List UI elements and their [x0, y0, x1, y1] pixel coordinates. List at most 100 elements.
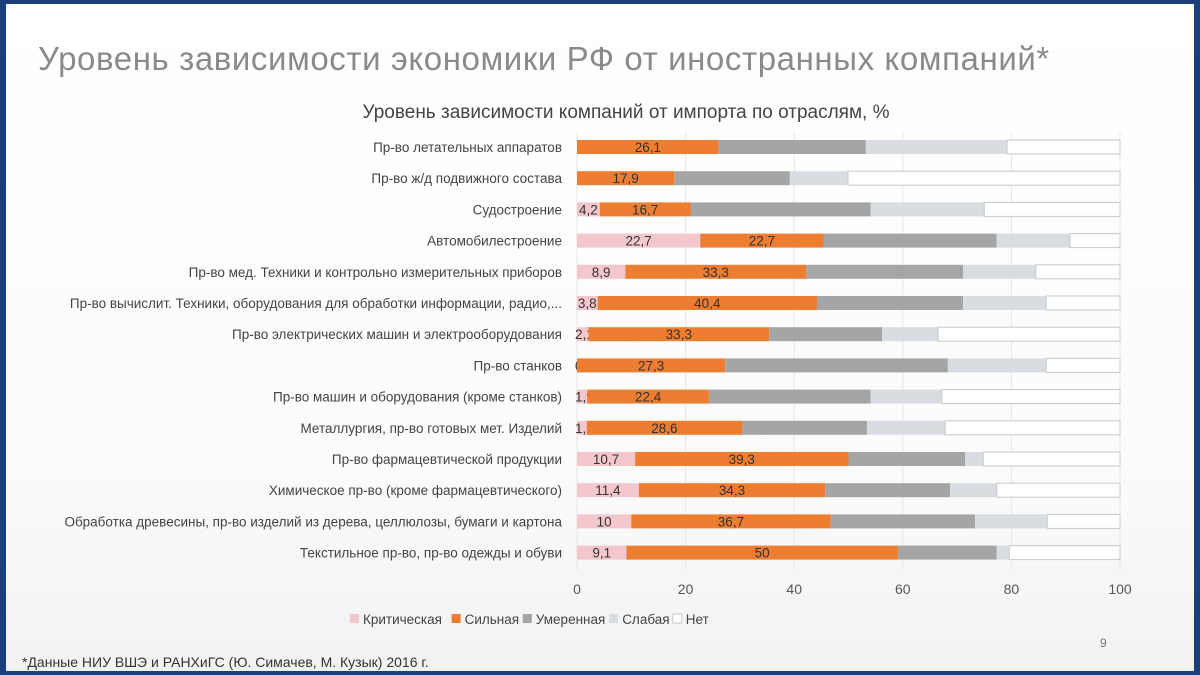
- bar-segment: [577, 264, 626, 279]
- bar-segment: [944, 420, 1121, 436]
- x-tick-label: 0: [573, 581, 581, 597]
- data-label: 4,2: [579, 202, 598, 217]
- bar-segment: [882, 327, 939, 342]
- footnote: *Данные НИУ ВШЭ и РАНХиГС (Ю. Симачев, М…: [22, 654, 429, 670]
- category-label: Химическое пр-во (кроме фармацевтическог…: [269, 483, 562, 498]
- bar-segment: [597, 296, 818, 310]
- category-label: Судостроение: [473, 202, 562, 217]
- bar-segment: [937, 326, 1121, 342]
- page-number: 9: [1100, 636, 1107, 650]
- legend-label: Нет: [686, 612, 709, 627]
- bar-segment: [725, 358, 948, 373]
- bar-segment: [996, 233, 1071, 248]
- data-label: 36,7: [718, 514, 744, 529]
- bar-segment: [963, 296, 1047, 310]
- legend-swatch: [451, 614, 461, 623]
- bar-segment: [700, 233, 824, 248]
- bar-segment: [789, 171, 848, 186]
- bar-segment: [996, 545, 1010, 560]
- data-label: 33,3: [666, 327, 692, 342]
- category-label: Пр-во летательных аппаратов: [373, 140, 562, 155]
- category-label: Пр-во станков: [474, 358, 562, 373]
- bar-segment: [975, 514, 1048, 529]
- legend-label: Слабая: [622, 612, 669, 627]
- data-label: 10,7: [593, 452, 619, 467]
- bar-segment: [865, 140, 1008, 154]
- category-label: Металлургия, пр-во готовых мет. Изделий: [300, 421, 562, 436]
- data-label: 10: [597, 514, 612, 529]
- bar-segment: [577, 358, 726, 373]
- category-label: Пр-во ж/д подвижного состава: [371, 171, 562, 186]
- bar-segment: [870, 202, 985, 217]
- x-tick-label: 20: [678, 581, 694, 597]
- data-label: 9,1: [592, 546, 611, 561]
- bar-segment: [870, 389, 942, 404]
- bar-segment: [577, 545, 627, 560]
- bar-segment: [577, 483, 639, 498]
- bar-segment: [825, 483, 951, 498]
- bar-segment: [708, 389, 871, 404]
- legend-label: Сильная: [465, 612, 519, 627]
- x-tick-label: 100: [1108, 581, 1132, 597]
- bar-segment: [830, 514, 976, 529]
- bar-segment: [626, 545, 898, 560]
- category-label: Пр-во фармацевтической продукции: [332, 452, 562, 467]
- bar-segment: [1045, 295, 1121, 311]
- data-label: 28,6: [651, 421, 677, 436]
- data-label: 11,4: [595, 483, 621, 498]
- bar-segment: [866, 420, 946, 435]
- slide-title: Уровень зависимости экономики РФ от инос…: [38, 40, 1050, 77]
- x-tick-label: 80: [1004, 581, 1020, 597]
- chart-title: Уровень зависимости компаний от импорта …: [362, 102, 890, 123]
- bar-segment: [577, 389, 588, 404]
- bar-segment: [577, 171, 675, 186]
- bar-segment: [817, 296, 964, 310]
- bar-segment: [1006, 139, 1121, 155]
- data-label: 3,8: [578, 296, 597, 311]
- bar-segment: [963, 264, 1036, 279]
- category-label: Пр-во мед. Техники и контрольно измерите…: [189, 265, 562, 280]
- bar-segment: [996, 482, 1121, 498]
- data-label: 16,7: [632, 202, 658, 217]
- bar-segment: [742, 420, 867, 435]
- category-label: Пр-во машин и оборудования (кроме станко…: [273, 390, 562, 405]
- bar-segment: [769, 327, 883, 342]
- bar-segment: [806, 264, 964, 279]
- bar-segment: [848, 452, 966, 466]
- bar-segment: [577, 327, 589, 342]
- legend-swatch: [672, 613, 683, 624]
- bar-segment: [577, 514, 632, 529]
- data-label: 22,4: [635, 390, 662, 405]
- bar-segment: [941, 389, 1121, 405]
- bar-segment: [1035, 264, 1121, 280]
- data-label: 50: [755, 546, 770, 561]
- bar-segment: [577, 420, 587, 435]
- bar-segment: [823, 233, 997, 248]
- data-label: 22,7: [625, 234, 651, 249]
- bar-segment: [897, 545, 997, 560]
- data-label: 39,3: [729, 452, 755, 467]
- legend-swatch: [609, 614, 619, 623]
- category-label: Пр-во электрических машин и электрообору…: [232, 327, 562, 342]
- data-label: 8,9: [592, 265, 611, 280]
- legend-swatch: [522, 614, 532, 623]
- bar-segment: [1069, 233, 1121, 249]
- bar-segment: [690, 202, 871, 217]
- bar-segment: [1008, 545, 1121, 561]
- bar-segment: [982, 451, 1121, 467]
- data-label: 26,1: [635, 140, 661, 155]
- bar-segment: [577, 452, 636, 466]
- bar-segment: [965, 452, 984, 466]
- data-label: 27,3: [638, 358, 664, 373]
- category-label: Текстильное пр-во, пр-во одежды и обуви: [300, 546, 562, 561]
- bar-segment: [674, 171, 790, 186]
- bar-segment: [577, 140, 719, 154]
- data-label: 22,7: [749, 234, 775, 249]
- data-label: 33,3: [703, 265, 729, 280]
- x-tick-label: 40: [786, 581, 802, 597]
- bar-segment: [588, 327, 770, 342]
- bar-segment: [1045, 357, 1121, 373]
- bar-segment: [983, 201, 1121, 217]
- bar-segment: [638, 483, 826, 498]
